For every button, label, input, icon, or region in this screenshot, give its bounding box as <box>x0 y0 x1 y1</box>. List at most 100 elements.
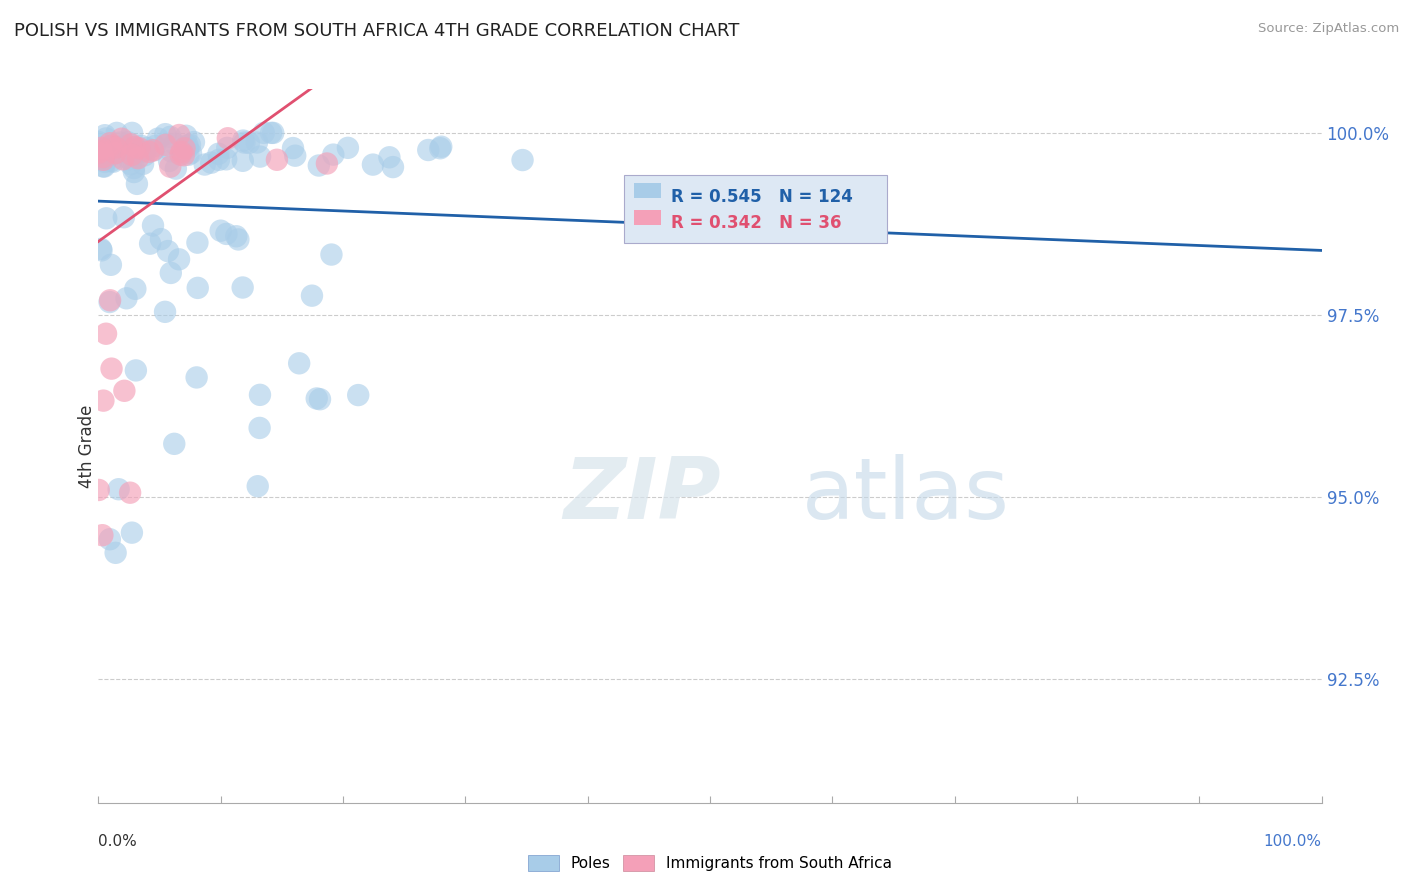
Point <box>200 155 222 169</box>
Point <box>260 126 283 140</box>
Point <box>98 295 121 310</box>
Point <box>336 141 359 155</box>
Point <box>347 388 370 402</box>
Point <box>186 235 208 250</box>
Point <box>104 140 127 154</box>
Point <box>209 224 232 238</box>
Point <box>159 266 181 280</box>
Point <box>179 137 201 152</box>
Point <box>122 161 145 175</box>
Point <box>180 146 202 161</box>
Point <box>107 141 129 155</box>
Point <box>225 229 247 244</box>
Point <box>100 258 122 272</box>
Point <box>138 145 160 159</box>
Point <box>107 482 129 496</box>
Point <box>173 141 195 155</box>
Point <box>316 156 339 170</box>
Point <box>93 393 115 408</box>
Point <box>124 147 146 161</box>
Point <box>121 525 143 540</box>
Point <box>108 139 131 153</box>
Point <box>117 135 139 149</box>
Point <box>91 160 114 174</box>
Point <box>246 479 269 493</box>
Point <box>217 141 239 155</box>
Point <box>284 149 307 163</box>
Text: R = 0.342   N = 36: R = 0.342 N = 36 <box>671 214 841 232</box>
Point <box>112 153 135 167</box>
Text: 0.0%: 0.0% <box>98 834 138 849</box>
Point <box>232 134 254 148</box>
Point <box>155 127 177 141</box>
Point <box>232 153 254 168</box>
Point <box>104 146 127 161</box>
Point <box>512 153 534 167</box>
Point <box>118 152 141 166</box>
Point <box>110 136 132 150</box>
Y-axis label: 4th Grade: 4th Grade <box>79 404 96 488</box>
Point <box>173 148 195 162</box>
Point <box>111 142 134 156</box>
Point <box>91 153 114 167</box>
Point <box>107 145 129 159</box>
Point <box>142 219 165 233</box>
Point <box>134 148 156 162</box>
Point <box>104 146 127 161</box>
Point <box>228 232 250 246</box>
Point <box>194 157 217 171</box>
Point <box>382 160 405 174</box>
Point <box>100 140 122 154</box>
Point <box>160 145 183 159</box>
Point <box>87 483 110 497</box>
Point <box>112 384 135 398</box>
Point <box>167 252 190 267</box>
Point <box>91 152 114 166</box>
Point <box>157 154 180 169</box>
Point <box>87 145 110 160</box>
Point <box>90 153 112 167</box>
Point <box>246 136 269 150</box>
Point <box>301 288 323 302</box>
Point <box>90 244 112 258</box>
Point <box>232 280 254 294</box>
Point <box>167 128 190 142</box>
Point <box>322 147 344 161</box>
Point <box>108 140 131 154</box>
Point <box>91 150 114 164</box>
Point <box>142 143 165 157</box>
Point <box>94 153 117 167</box>
Point <box>163 437 186 451</box>
Point <box>127 151 149 165</box>
Point <box>120 137 142 152</box>
Point <box>142 144 165 158</box>
Text: 100.0%: 100.0% <box>1264 834 1322 849</box>
Point <box>94 326 117 341</box>
FancyBboxPatch shape <box>634 183 661 198</box>
Point <box>281 141 304 155</box>
Point <box>155 137 177 152</box>
Point <box>165 161 187 176</box>
Point <box>208 153 231 167</box>
Point <box>122 165 145 179</box>
Point <box>121 126 143 140</box>
Point <box>107 142 129 156</box>
Point <box>125 363 148 377</box>
Point <box>249 388 271 402</box>
Point <box>253 126 276 140</box>
Point <box>321 247 343 261</box>
Point <box>249 150 271 164</box>
Point <box>207 146 229 161</box>
Point <box>104 144 127 158</box>
Point <box>97 144 120 158</box>
Legend: Poles, Immigrants from South Africa: Poles, Immigrants from South Africa <box>522 849 898 877</box>
Point <box>176 138 198 153</box>
Point <box>159 160 181 174</box>
Point <box>112 211 135 225</box>
FancyBboxPatch shape <box>634 210 661 226</box>
Point <box>93 160 115 174</box>
Point <box>183 135 205 149</box>
Point <box>266 153 288 167</box>
Point <box>233 136 256 150</box>
Point <box>100 138 122 153</box>
